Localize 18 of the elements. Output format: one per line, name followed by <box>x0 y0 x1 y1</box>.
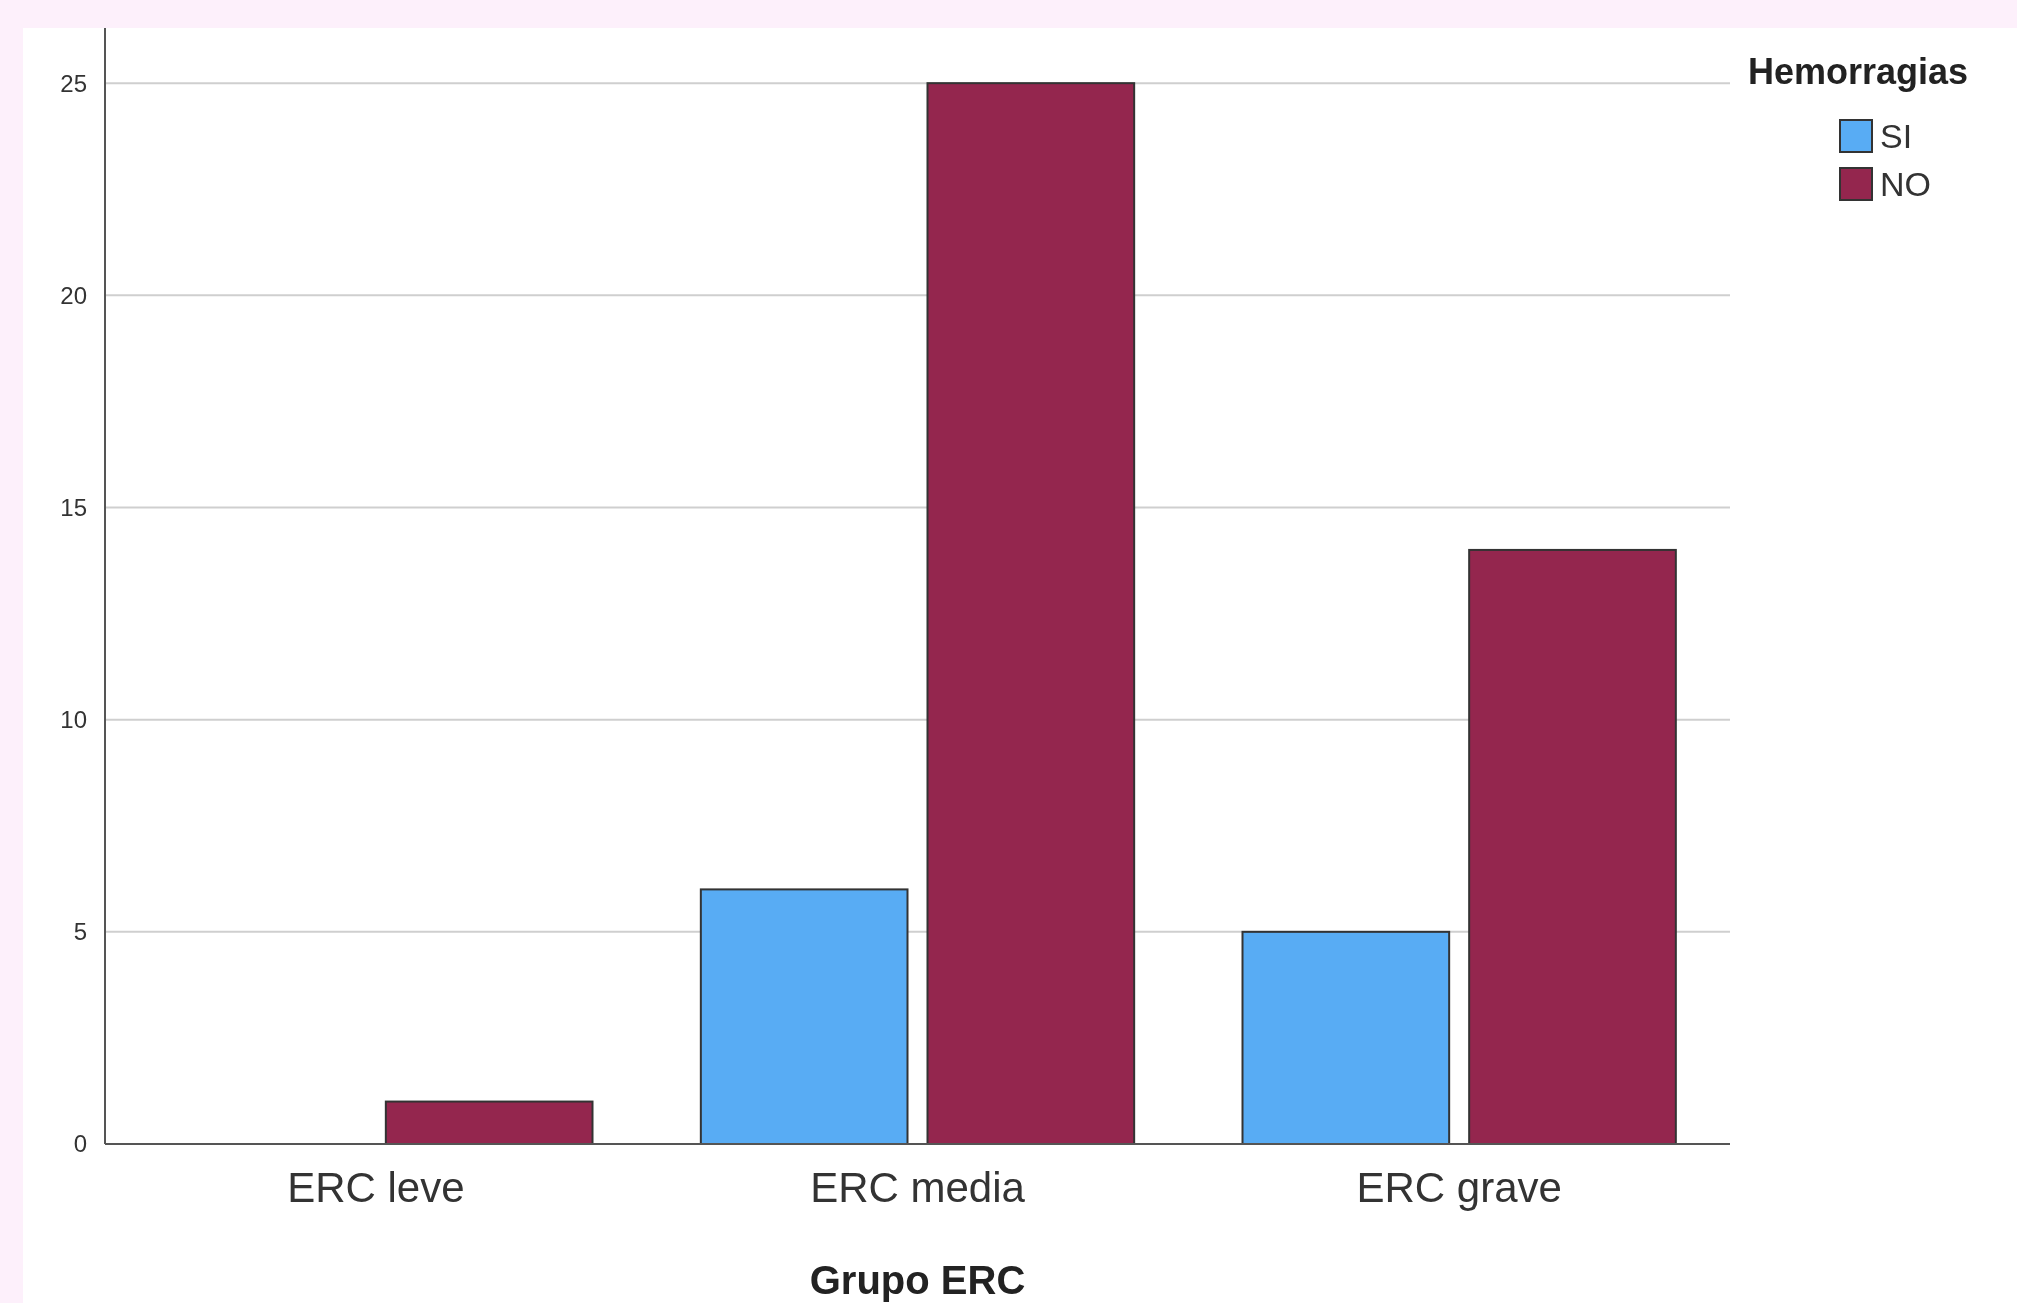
bar <box>384 1100 594 1145</box>
x-tick-label: ERC media <box>810 1164 1026 1211</box>
bar <box>926 82 1136 1145</box>
y-tick-label: 25 <box>60 69 87 97</box>
y-tick-label: 20 <box>60 281 87 309</box>
legend-title: Hemorragias <box>1748 51 1969 92</box>
y-tick-label: 15 <box>60 493 87 521</box>
bar <box>699 888 909 1145</box>
x-tick-label: ERC leve <box>287 1164 465 1211</box>
bar <box>1468 548 1677 1145</box>
x-axis-title: Grupo ERC <box>809 1258 1026 1302</box>
y-tick-label: 0 <box>73 1130 87 1158</box>
bar <box>1241 930 1451 1145</box>
y-tick-label: 5 <box>73 918 87 946</box>
x-tick-label: ERC grave <box>1356 1164 1562 1211</box>
legend-label: NO <box>1880 164 1931 203</box>
y-tick-label: 10 <box>60 706 87 734</box>
legend-label: SI <box>1880 116 1913 155</box>
